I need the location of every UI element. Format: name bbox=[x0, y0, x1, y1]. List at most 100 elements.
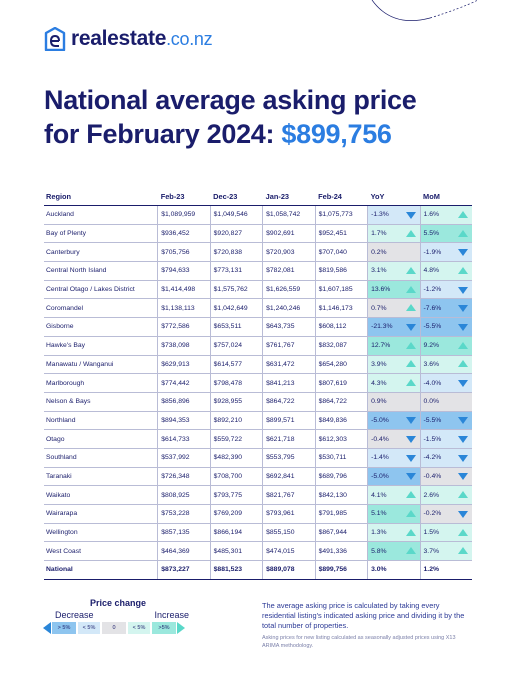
feb-23-value: $772,586 bbox=[157, 317, 211, 337]
decrease-arrow-icon bbox=[43, 622, 51, 634]
brand-name-main: realestate bbox=[71, 27, 167, 50]
region-name: Coromandel bbox=[44, 298, 158, 319]
legend-labels: Decrease Increase bbox=[55, 610, 189, 620]
title-line-2-text: for February 2024: bbox=[44, 119, 275, 149]
jan-23-value: $841,213 bbox=[262, 373, 316, 393]
feb-23-value: $873,227 bbox=[157, 560, 211, 580]
price-change-legend: Price change Decrease Increase > 5% < 5% 0… bbox=[43, 598, 193, 634]
dec-23-value: $614,577 bbox=[209, 355, 263, 375]
down-triangle-icon bbox=[458, 305, 468, 313]
feb-24-value: $689,796 bbox=[314, 467, 368, 487]
mom-change-cell: 3.6% bbox=[419, 355, 472, 375]
feb-24-value: $849,836 bbox=[314, 411, 368, 431]
jan-23-value: $793,961 bbox=[262, 504, 316, 524]
region-name: Otago bbox=[44, 429, 158, 449]
mom-change-value: -1.2% bbox=[423, 286, 442, 294]
feb-24-value: $1,607,185 bbox=[314, 280, 368, 300]
dec-23-value: $1,575,762 bbox=[209, 280, 263, 300]
down-triangle-icon bbox=[458, 323, 468, 331]
header-yoy: YoY bbox=[367, 188, 421, 206]
yoy-change-value: 5.1% bbox=[371, 510, 387, 518]
feb-23-value: $857,135 bbox=[157, 523, 211, 543]
table-row: Central North Island $794,633 $773,131 $782… bbox=[44, 261, 472, 281]
up-triangle-icon bbox=[458, 341, 468, 349]
dec-23-value: $482,390 bbox=[209, 448, 263, 468]
mom-change-cell: -0.4% bbox=[419, 467, 472, 487]
yoy-change-cell: 4.1% bbox=[367, 485, 421, 505]
feb-24-value: $819,586 bbox=[314, 261, 368, 281]
dec-23-value: $920,827 bbox=[209, 224, 263, 244]
legend-swatch: < 5% bbox=[78, 622, 100, 634]
jan-23-value: $889,078 bbox=[262, 560, 316, 580]
up-triangle-icon bbox=[405, 509, 416, 517]
mom-change-cell: 1.6% bbox=[419, 205, 472, 225]
jan-23-value: $692,841 bbox=[262, 467, 316, 487]
jan-23-value: $621,718 bbox=[262, 429, 316, 449]
feb-23-value: $705,756 bbox=[157, 242, 211, 263]
jan-23-value: $855,150 bbox=[262, 523, 316, 543]
down-triangle-icon bbox=[458, 380, 468, 388]
asking-price-table: Region Feb-23 Dec-23 Jan-23 Feb-24 YoY M… bbox=[44, 188, 472, 580]
jan-23-value: $643,735 bbox=[262, 317, 316, 337]
mom-change-cell: 1.2% bbox=[419, 560, 472, 580]
jan-23-value: $899,571 bbox=[262, 411, 316, 431]
logo-house-icon bbox=[44, 27, 66, 51]
mom-change-value: 2.6% bbox=[423, 491, 440, 499]
mom-change-cell: -5.5% bbox=[419, 317, 472, 337]
down-triangle-icon bbox=[405, 417, 416, 425]
mom-change-value: -5.5% bbox=[423, 323, 442, 331]
table-row: Taranaki $726,348 $708,700 $692,841 $689,796… bbox=[44, 467, 472, 487]
brand-logo[interactable]: realestate.co.nz bbox=[44, 27, 213, 51]
legend-swatch: > 5% bbox=[52, 622, 76, 634]
table-row: Otago $614,733 $559,722 $621,718 $612,303 -0.… bbox=[44, 429, 472, 449]
mom-change-value: -4.2% bbox=[423, 454, 442, 462]
mom-change-cell: 0.0% bbox=[419, 392, 472, 412]
yoy-change-value: 5.8% bbox=[371, 547, 387, 555]
table-row: Coromandel $1,138,113 $1,042,649 $1,240,246… bbox=[44, 298, 472, 319]
region-name: Nelson & Bays bbox=[44, 392, 158, 412]
mom-change-value: -0.4% bbox=[423, 472, 442, 480]
yoy-change-cell: 5.1% bbox=[367, 504, 421, 524]
yoy-change-value: 3.1% bbox=[371, 267, 387, 275]
table-row: Central Otago / Lakes District $1,414,498… bbox=[44, 280, 472, 300]
down-triangle-icon bbox=[405, 436, 416, 444]
yoy-change-cell: 0.7% bbox=[367, 298, 421, 319]
yoy-change-value: 4.1% bbox=[371, 491, 387, 499]
feb-23-value: $808,925 bbox=[157, 485, 211, 505]
up-triangle-icon bbox=[405, 547, 416, 555]
mom-change-value: 1.6% bbox=[423, 211, 440, 219]
feb-24-value: $867,944 bbox=[314, 523, 368, 543]
mom-change-value: -5.5% bbox=[423, 416, 442, 424]
jan-23-value: $1,058,742 bbox=[262, 205, 316, 225]
region-name: Auckland bbox=[44, 205, 158, 225]
legend-decrease-label: Decrease bbox=[55, 610, 94, 620]
up-triangle-icon bbox=[405, 379, 416, 387]
jan-23-value: $761,767 bbox=[262, 336, 316, 356]
mom-change-value: -0.2% bbox=[423, 510, 442, 518]
region-name: Hawke's Bay bbox=[44, 336, 158, 356]
feb-24-value: $530,711 bbox=[314, 448, 368, 468]
dec-23-value: $485,301 bbox=[209, 541, 263, 562]
yoy-change-cell: 13.6% bbox=[367, 280, 421, 300]
up-triangle-icon bbox=[458, 210, 468, 218]
jan-23-value: $821,767 bbox=[262, 485, 316, 505]
jan-23-value: $474,015 bbox=[262, 541, 316, 562]
feb-24-value: $1,146,173 bbox=[314, 298, 368, 319]
dec-23-value: $708,700 bbox=[209, 467, 263, 487]
mom-change-cell: 5.5% bbox=[419, 224, 472, 244]
mom-change-cell: -4.0% bbox=[419, 373, 472, 393]
feb-24-value: $707,040 bbox=[314, 242, 368, 263]
feb-23-value: $614,733 bbox=[157, 429, 211, 449]
region-name: Taranaki bbox=[44, 467, 158, 487]
yoy-change-value: 3.9% bbox=[371, 360, 387, 368]
feb-23-value: $738,098 bbox=[157, 336, 211, 356]
header-mom: MoM bbox=[420, 188, 472, 206]
header-region: Region bbox=[44, 188, 158, 206]
dec-23-value: $866,194 bbox=[209, 523, 263, 543]
jan-23-value: $720,903 bbox=[262, 242, 316, 263]
feb-24-value: $491,336 bbox=[314, 541, 368, 562]
mom-change-cell: -7.6% bbox=[419, 298, 472, 319]
dec-23-value: $928,955 bbox=[209, 392, 263, 412]
table-row: Bay of Plenty $936,452 $920,827 $902,691 $95… bbox=[44, 224, 472, 244]
table-row: Southland $537,992 $482,390 $553,795 $530,71… bbox=[44, 448, 472, 468]
